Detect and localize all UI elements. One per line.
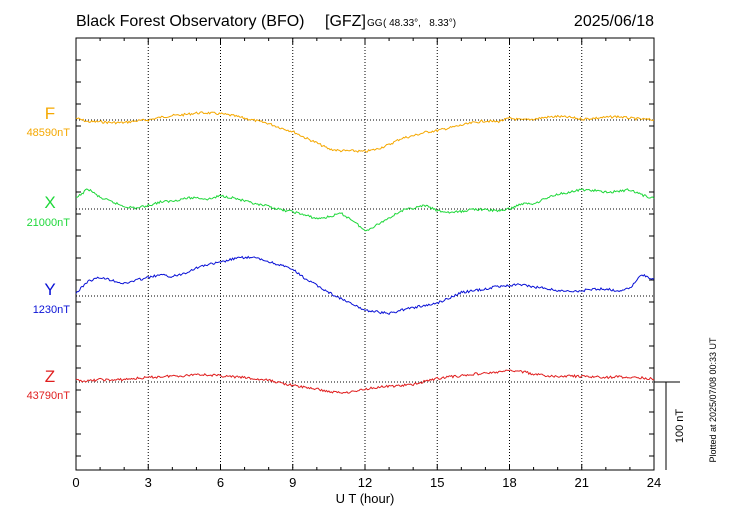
plotted-at-note: Plotted at 2025/07/08 00:33 UT — [708, 337, 718, 463]
x-tick-label: 18 — [502, 475, 516, 490]
series-name-z: Z — [45, 367, 55, 386]
coord-system-label: GG — [367, 18, 383, 29]
axis-ticks: 0 3 6 9 12 15 18 21 24 — [72, 38, 661, 490]
scale-bar-label: 100 nT — [674, 409, 686, 444]
x-tick-label: 15 — [430, 475, 444, 490]
baseline-label-x: 21000nT — [27, 217, 71, 229]
x-tick-label: 6 — [217, 475, 224, 490]
series-line-y — [75, 255, 655, 315]
x-tick-label: 21 — [575, 475, 589, 490]
series-name-y: Y — [44, 280, 55, 299]
x-axis-label: U T (hour) — [336, 491, 395, 506]
x-tick-label: 0 — [72, 475, 79, 490]
series-group — [75, 111, 655, 394]
series-name-x: X — [44, 193, 55, 212]
scale-bar: 100 nT — [654, 381, 686, 470]
series-name-f: F — [45, 104, 55, 123]
x-tick-label: 3 — [145, 475, 152, 490]
coordinates-label: ( 48.33°, 8.33°) — [383, 18, 456, 29]
series-labels: F 48590nT X 21000nT Y 1230nT Z 43790nT — [27, 104, 71, 402]
series-line-f — [75, 111, 655, 153]
series-line-x — [76, 188, 655, 232]
x-tick-label: 9 — [289, 475, 296, 490]
baseline-label-z: 43790nT — [27, 390, 71, 402]
series-line-z — [75, 369, 655, 394]
date-label: 2025/06/18 — [574, 13, 654, 30]
grid — [76, 38, 654, 470]
x-tick-label: 24 — [647, 475, 661, 490]
institute-label: [GFZ] — [325, 13, 366, 30]
x-tick-label: 12 — [358, 475, 372, 490]
baseline-label-f: 48590nT — [27, 127, 71, 139]
baseline-label-y: 1230nT — [33, 304, 71, 316]
station-title: Black Forest Observatory (BFO) — [76, 13, 305, 30]
